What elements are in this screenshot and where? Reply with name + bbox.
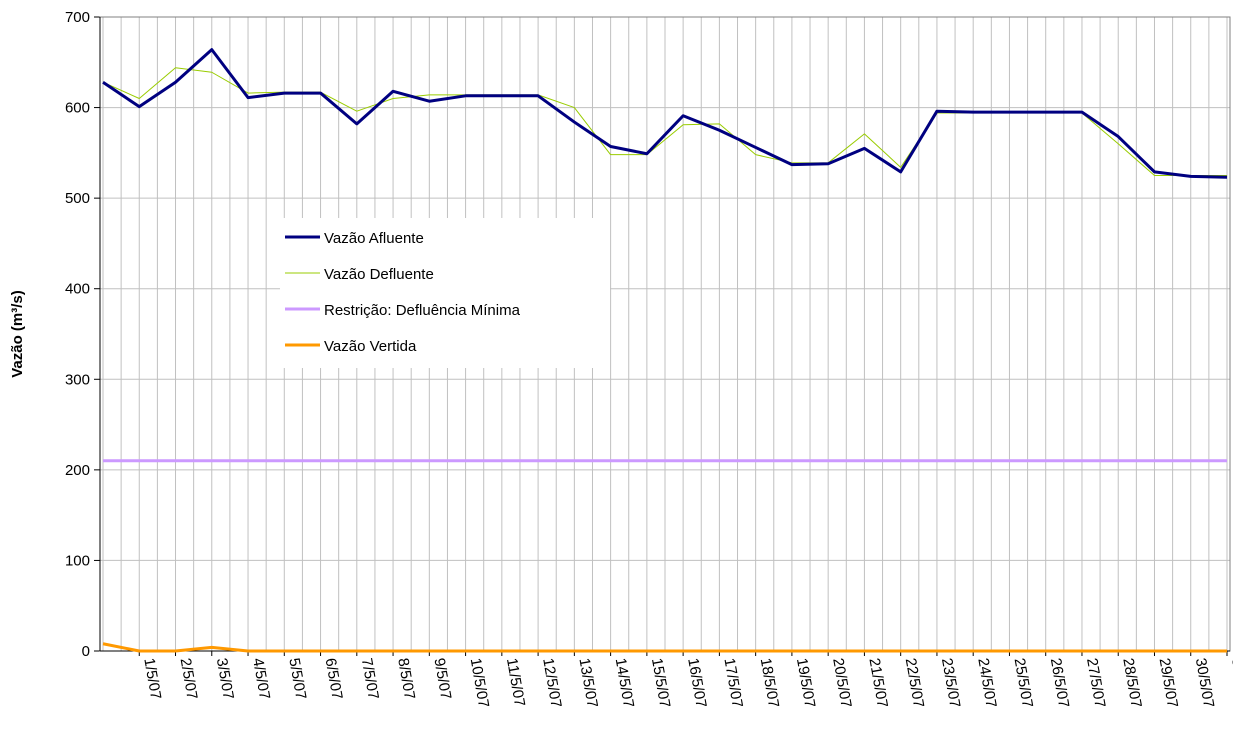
x-tick-label: 29/5/07 bbox=[1156, 657, 1181, 709]
x-tick-label: 3/5/07 bbox=[213, 657, 237, 701]
x-tick-label: 11/5/07 bbox=[503, 657, 528, 708]
x-tick-label: 25/5/07 bbox=[1011, 657, 1036, 709]
x-tick-label: 15/5/07 bbox=[648, 657, 673, 709]
x-tick-label: 13/5/07 bbox=[575, 657, 600, 709]
x-tick-label: 9/5/07 bbox=[430, 657, 454, 701]
x-tick-label: 16/5/07 bbox=[684, 657, 709, 709]
x-tick-label: 1/5/07 bbox=[140, 657, 164, 701]
x-tick-label: 14/5/07 bbox=[612, 657, 637, 709]
x-tick-label: 27/5/07 bbox=[1083, 657, 1108, 709]
x-tick-label: 24/5/07 bbox=[974, 657, 999, 709]
legend-label: Vazão Defluente bbox=[324, 266, 434, 283]
x-tick-label: 2/5/07 bbox=[177, 657, 201, 701]
x-tick-label: 20/5/07 bbox=[829, 657, 854, 709]
legend: Vazão Afluente Vazão Defluente Restrição: … bbox=[280, 218, 610, 368]
x-tick-label: 4/5/07 bbox=[249, 657, 273, 701]
series-line bbox=[102, 48, 1228, 179]
x-tick-label: 30/5/07 bbox=[1192, 657, 1217, 709]
x-tick-label: 7/5/07 bbox=[358, 657, 382, 701]
x-tick-label: 6/5/07 bbox=[322, 657, 346, 701]
y-tick-label: 200 bbox=[65, 462, 90, 479]
y-tick-label: 0 bbox=[82, 643, 90, 660]
series-line bbox=[102, 642, 1227, 653]
legend-label: Restrição: Defluência Mínima bbox=[324, 302, 521, 319]
x-tick-label: 12/5/07 bbox=[539, 657, 564, 709]
x-tick-label: 28/5/07 bbox=[1119, 657, 1144, 709]
x-tick-label: 10/5/07 bbox=[467, 657, 492, 709]
y-tick-label: 700 bbox=[65, 9, 90, 26]
y-tick-label: 300 bbox=[65, 371, 90, 388]
x-tick-label: 5/5/07 bbox=[285, 657, 309, 701]
x-tick-label: 19/5/07 bbox=[793, 657, 818, 709]
legend-label: Vazão Afluente bbox=[324, 230, 424, 247]
y-tick-label: 500 bbox=[65, 190, 90, 207]
y-tick-label: 600 bbox=[65, 100, 90, 117]
x-tick-label: 23/5/07 bbox=[938, 657, 963, 709]
x-tick-label: 26/5/07 bbox=[1047, 657, 1072, 709]
x-tick-label: 22/5/07 bbox=[902, 657, 927, 709]
legend-label: Vazão Vertida bbox=[324, 338, 417, 355]
x-tick-label: 8/5/07 bbox=[394, 657, 418, 701]
x-tick-label: 18/5/07 bbox=[757, 657, 782, 709]
y-tick-label: 400 bbox=[65, 281, 90, 298]
x-tick-label: 17/5/07 bbox=[720, 657, 745, 709]
legend-box bbox=[280, 218, 610, 368]
x-tick-label: 31/5/07 bbox=[1228, 657, 1233, 709]
y-tick-label: 100 bbox=[65, 552, 90, 569]
x-tick-label: 21/5/07 bbox=[865, 657, 890, 709]
y-axis-title: Vazão (m³/s) bbox=[9, 290, 26, 378]
